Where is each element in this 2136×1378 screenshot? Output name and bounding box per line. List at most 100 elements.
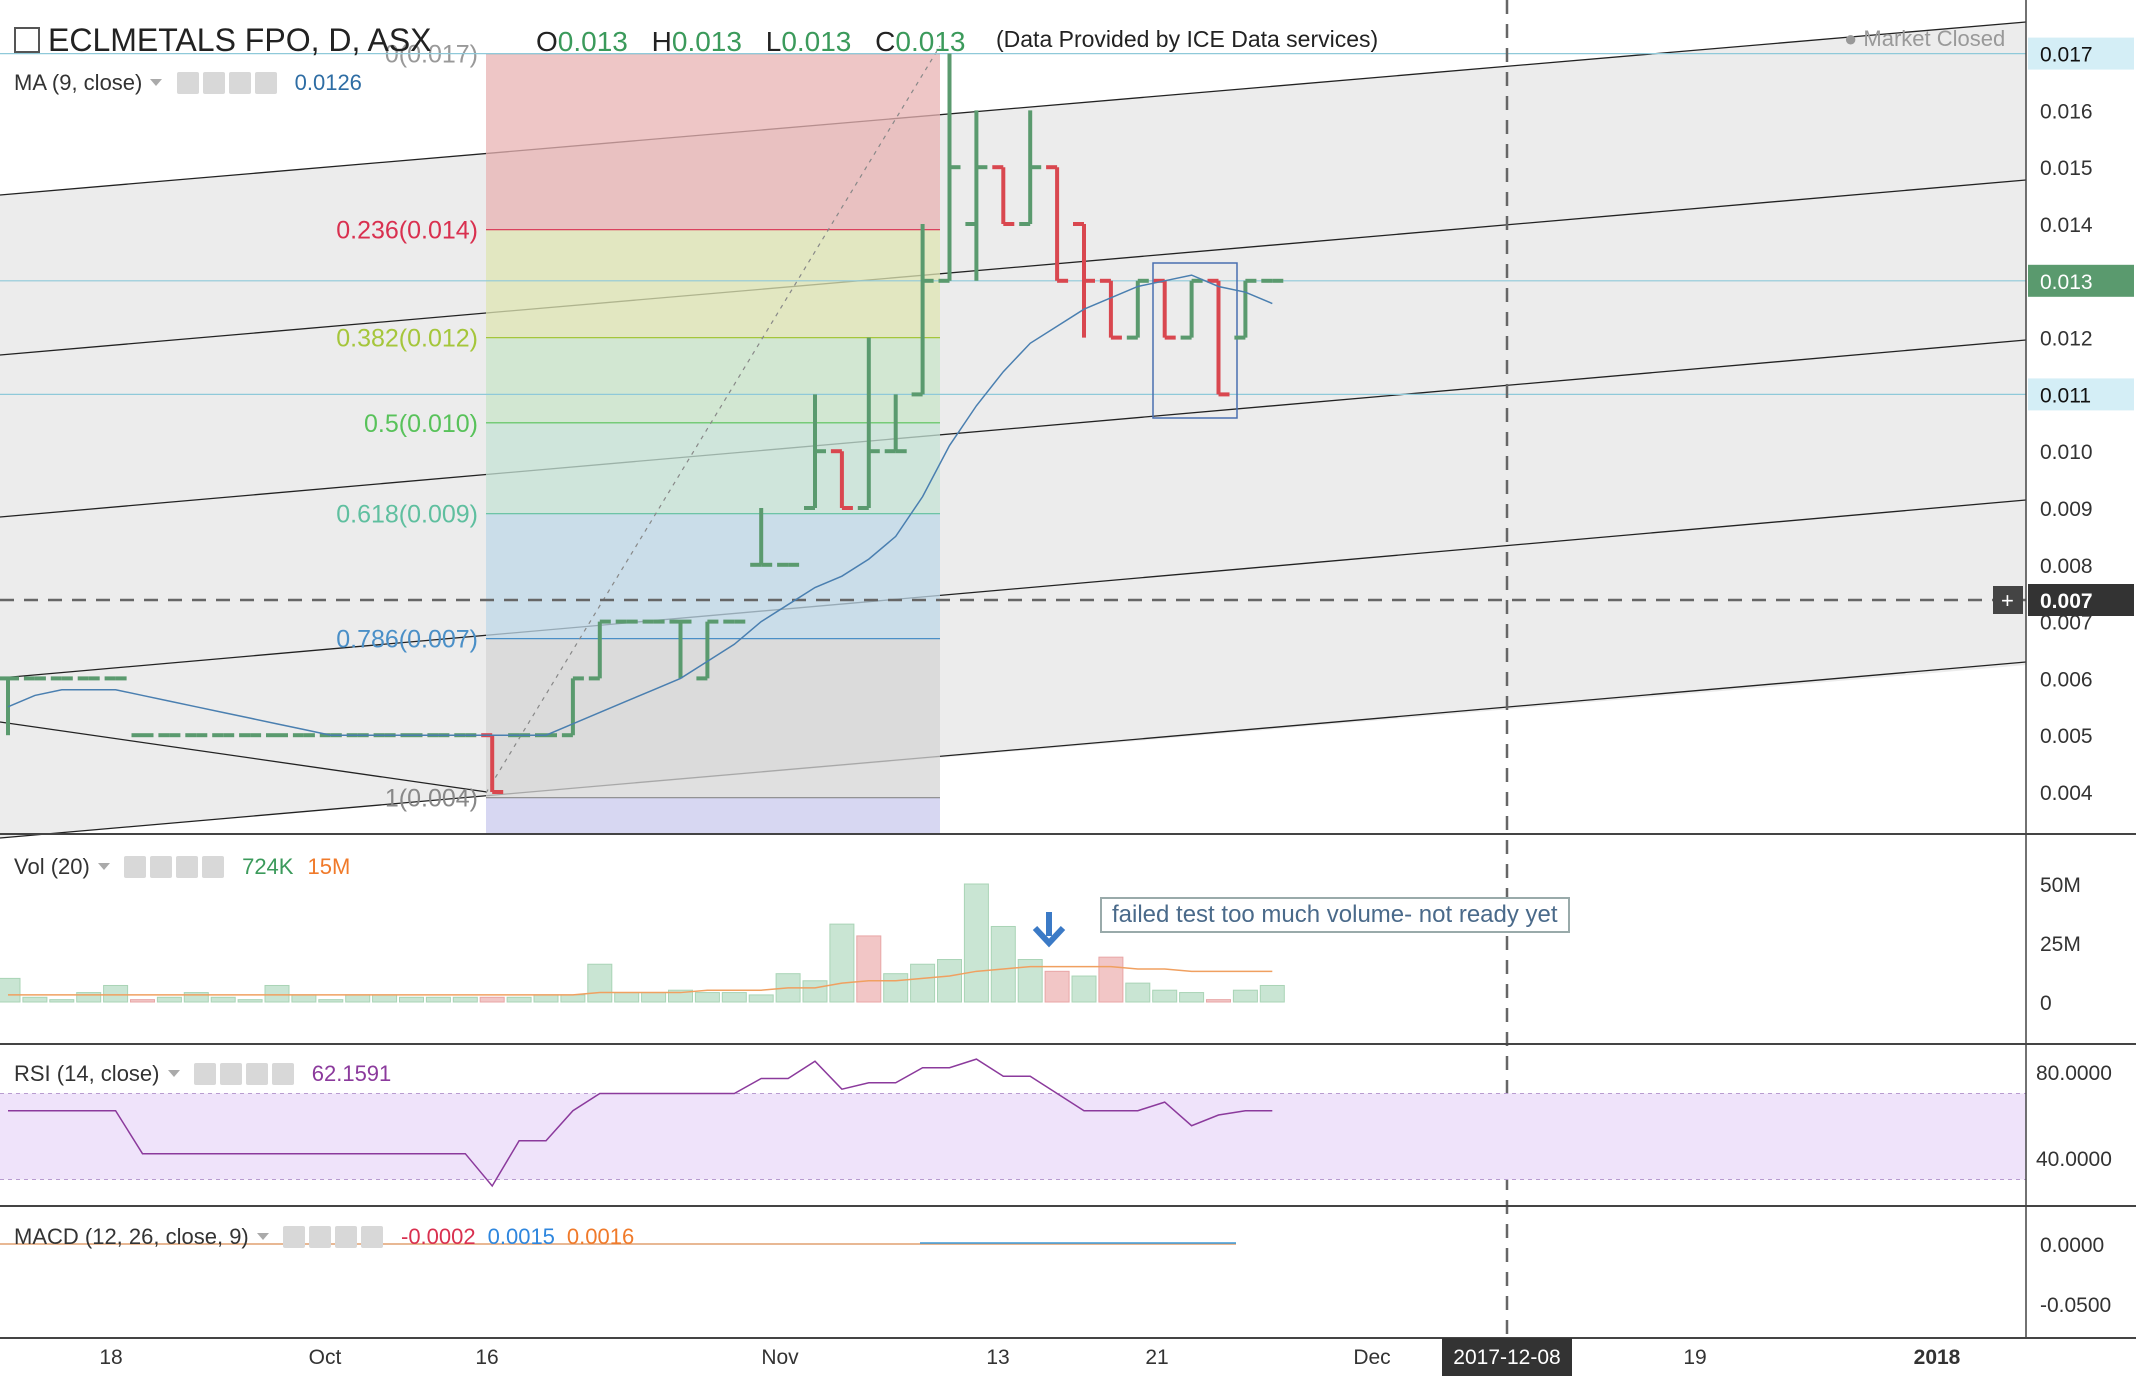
indicator-tools[interactable] — [123, 856, 228, 884]
chevron-down-icon[interactable] — [256, 1233, 269, 1240]
fib-level-label: 0.382(0.012) — [336, 325, 478, 353]
volume-bar — [829, 923, 855, 1003]
price-pane-background — [0, 22, 2026, 838]
ohlc-bar — [804, 394, 826, 510]
fibonacci-retracement: 0(0.017) 0.236(0.014) 0.382(0.012) 0.5(0.01… — [0, 0, 2026, 1340]
gear-icon[interactable] — [308, 1226, 331, 1248]
ohlc-bar — [1180, 278, 1203, 340]
chevron-down-icon[interactable] — [97, 863, 110, 870]
close-icon[interactable] — [360, 1226, 383, 1248]
indicator-tools[interactable] — [282, 1226, 387, 1254]
fib-band — [486, 797, 940, 834]
plus-icon[interactable] — [228, 72, 251, 94]
volume-bar — [560, 994, 586, 1003]
volume-bar — [452, 996, 478, 1003]
volume-bars — [0, 883, 1285, 1003]
ma-label: MA (9, close) — [14, 70, 143, 95]
eye-icon[interactable] — [193, 1063, 216, 1085]
rsi-tick-label: 40.0000 — [2036, 1148, 2112, 1171]
macd-legend[interactable]: MACD (12, 26, close, 9) -0.0002 0.0015 0.0… — [14, 1224, 634, 1254]
ohlc-bar — [1073, 222, 1095, 338]
close-icon[interactable] — [271, 1063, 294, 1085]
data-provider: (Data Provided by ICE Data services) — [996, 26, 1379, 52]
volume-tick-label: 25M — [2040, 933, 2081, 956]
trend-channel — [0, 21, 2027, 839]
price-tick-label: 0.015 — [2040, 157, 2093, 180]
close-label: C — [875, 26, 896, 57]
price-tick-label: 0.007 — [2040, 612, 2093, 635]
eye-icon[interactable] — [282, 1226, 305, 1248]
volume-bar — [76, 992, 102, 1003]
time-tick-label: 2018 — [1914, 1346, 1961, 1369]
macd-signal-value: 0.0016 — [566, 1224, 635, 1249]
volume-legend[interactable]: Vol (20) 724K 15M — [14, 854, 350, 884]
volume-bar — [1206, 999, 1231, 1003]
high-value: 0.013 — [671, 26, 742, 57]
fib-band — [486, 638, 940, 798]
ohlc-readout: O0.013 H0.013 L0.013 C0.013 — [536, 26, 981, 58]
ohlc-bar — [1046, 165, 1069, 283]
plus-icon[interactable] — [245, 1063, 268, 1085]
plus-icon[interactable] — [175, 856, 198, 878]
volume-bar — [49, 999, 75, 1003]
gear-icon[interactable] — [219, 1063, 242, 1085]
time-tick-label: 21 — [1145, 1346, 1168, 1369]
fib-level-label: 1(0.004) — [385, 785, 478, 813]
date-label-box — [1442, 1338, 1572, 1376]
ohlc-bar — [965, 110, 988, 281]
ohlc-bar — [938, 53, 961, 283]
collapse-icon[interactable] — [14, 27, 40, 53]
ohlc-bar — [588, 619, 611, 681]
eye-icon[interactable] — [176, 72, 199, 94]
price-tick-label: 0.005 — [2040, 725, 2093, 748]
high-label: H — [651, 26, 672, 57]
volume-bar — [533, 994, 559, 1003]
price-tick-label: 0.008 — [2040, 555, 2093, 578]
volume-bar — [614, 992, 640, 1003]
close-value: 0.013 — [895, 26, 966, 57]
eye-icon[interactable] — [123, 856, 146, 878]
fib-band — [486, 513, 940, 639]
annotation-note[interactable]: failed test too much volume- not ready y… — [1100, 897, 1570, 933]
volume-bar — [856, 935, 882, 1003]
rsi-legend[interactable]: RSI (14, close) 62.1591 — [14, 1061, 391, 1091]
volume-bar — [1259, 984, 1285, 1003]
time-tick-label: Oct — [309, 1346, 342, 1369]
chevron-down-icon[interactable] — [150, 79, 163, 86]
plus-icon[interactable] — [334, 1226, 357, 1248]
close-icon[interactable] — [201, 856, 224, 878]
ohlc-bar — [992, 165, 1015, 226]
open-value: 0.013 — [557, 26, 628, 57]
volume-bar — [479, 996, 505, 1003]
indicator-tools[interactable] — [193, 1063, 298, 1091]
volume-bar — [22, 996, 48, 1003]
volume-bar — [372, 994, 398, 1003]
price-tick-label: 0.004 — [2040, 782, 2093, 805]
arrow-down-icon-head — [1032, 925, 1066, 948]
indicator-tools[interactable] — [176, 72, 281, 100]
volume-label: Vol (20) — [14, 854, 90, 879]
price-tick-label: 0.010 — [2040, 441, 2093, 464]
close-icon[interactable] — [254, 72, 277, 94]
volume-bar — [0, 977, 21, 1003]
gear-icon[interactable] — [149, 856, 172, 878]
ohlc-bar — [1126, 278, 1149, 340]
ohlc-bar — [1019, 110, 1042, 226]
gear-icon[interactable] — [202, 72, 225, 94]
time-tick-label: 13 — [986, 1346, 1009, 1369]
price-label-text: 0.007 — [2040, 590, 2093, 613]
price-label-box — [2028, 378, 2134, 411]
rsi-pane — [0, 1058, 2026, 1188]
volume-bar — [1125, 982, 1151, 1003]
ma-legend[interactable]: MA (9, close) 0.0126 — [14, 70, 362, 100]
price-tick-label: 0.014 — [2040, 214, 2093, 237]
macd-tick-label: -0.0500 — [2040, 1294, 2111, 1317]
chevron-down-icon[interactable] — [167, 1070, 180, 1077]
price-tick-label: 0.012 — [2040, 328, 2093, 351]
symbol-title[interactable]: ECLMETALS FPO, D, ASX — [14, 22, 432, 59]
volume-bar — [237, 999, 263, 1003]
symbol-label: ECLMETALS FPO, D, ASX — [48, 22, 432, 58]
price-bars[interactable] — [0, 53, 1284, 794]
arrow-down-icon — [1032, 912, 1066, 948]
